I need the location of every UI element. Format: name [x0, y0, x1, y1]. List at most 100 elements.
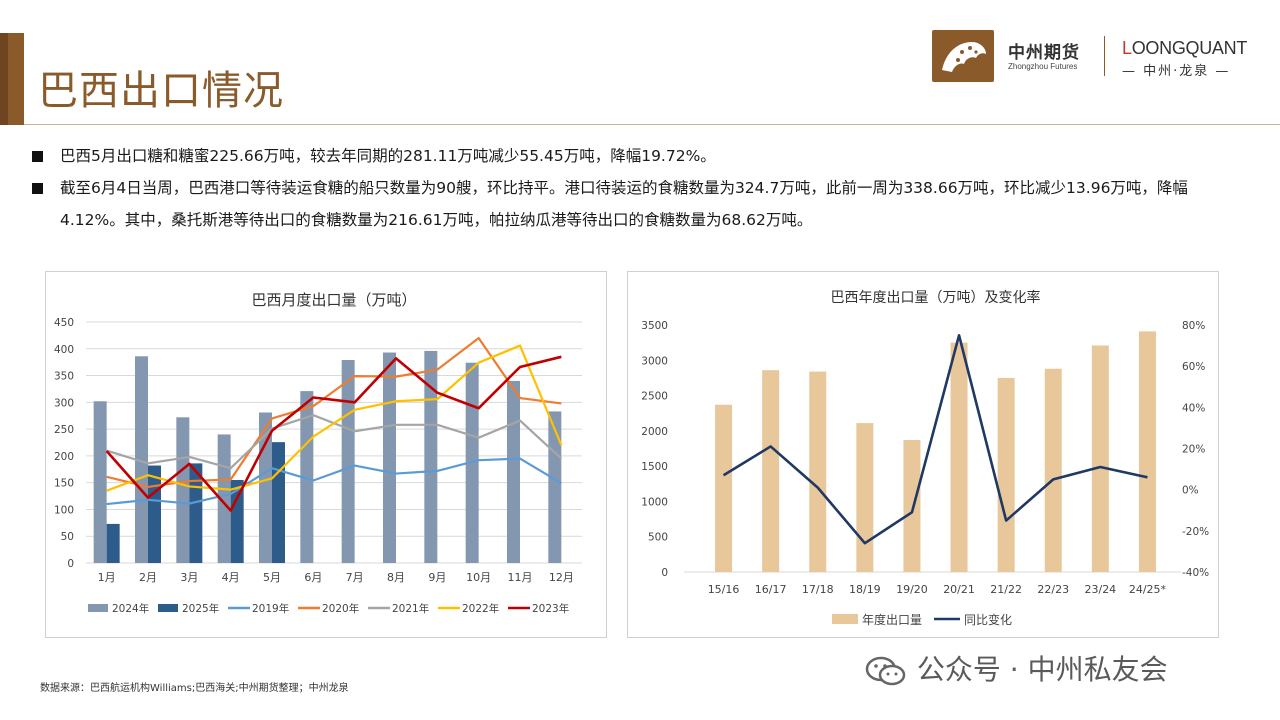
- line-2020年: [106, 336, 562, 489]
- line-2023年: [105, 355, 562, 512]
- y-tick-label: 100: [54, 504, 74, 516]
- watermark: 公众号 · 中州私友会: [864, 648, 1168, 688]
- y2-tick-label: -20%: [1182, 526, 1209, 538]
- bar-2024年: [300, 391, 314, 563]
- legend-swatch: [832, 614, 858, 624]
- monthly-export-chart: 巴西月度出口量（万吨） 0 50 100 150 200 250 300 350 400 450 1月…: [45, 271, 607, 638]
- annual-export-chart-svg: 巴西年度出口量（万吨）及变化率 0 500 1000 1500 2000 2500 3000 3…: [641, 289, 1209, 627]
- y2-tick-label: 40%: [1182, 402, 1205, 414]
- logo-chinese-name: 中州期货: [1008, 43, 1080, 63]
- x-tick-label: 17/18: [802, 583, 834, 596]
- y2-tick-label: 20%: [1182, 444, 1205, 456]
- y-tick-label: 200: [54, 451, 74, 463]
- y-tick-label: 1000: [641, 496, 668, 508]
- bar-2024年: [548, 411, 562, 563]
- legend-label: 年度出口量: [862, 612, 922, 627]
- loongquant-logo-initial: L: [1122, 38, 1132, 58]
- y-tick-label: 50: [61, 531, 74, 543]
- x-tick-label: 16/17: [755, 583, 787, 596]
- legend-label: 2019年: [252, 602, 289, 615]
- x-tick-label: 11月: [508, 571, 533, 584]
- loongquant-logo-rest: OONGQUANT: [1131, 38, 1248, 58]
- bar-年度出口量: [997, 377, 1015, 572]
- bar-2024年: [341, 360, 355, 563]
- y-tick-label: 150: [54, 478, 74, 490]
- bar-2025年: [106, 523, 120, 563]
- y2-tick-label: 0%: [1182, 485, 1199, 497]
- legend-swatch: [88, 604, 108, 612]
- logo-english-name: Zhongzhou Futures: [1008, 62, 1078, 71]
- x-tick-label: 6月: [304, 571, 322, 584]
- title-divider: [24, 124, 1280, 125]
- y2-tick-label: -40%: [1182, 567, 1209, 579]
- x-tick-label: 12月: [549, 571, 574, 584]
- loongquant-chinese: — 中州·龙泉 —: [1122, 64, 1231, 79]
- bar-年度出口量: [715, 404, 733, 572]
- legend-label: 2021年: [392, 602, 429, 615]
- y-tick-label: 250: [54, 424, 74, 436]
- chart-title: 巴西年度出口量（万吨）及变化率: [831, 289, 1041, 306]
- bar-2025年: [189, 463, 203, 563]
- bar-年度出口量: [809, 371, 827, 572]
- y2-tick-label: 60%: [1182, 361, 1205, 373]
- x-tick-label: 5月: [263, 571, 281, 584]
- x-tick-label: 18/19: [849, 583, 881, 596]
- bar-2024年: [93, 401, 107, 563]
- leopard-logo-icon: [932, 30, 994, 82]
- x-tick-label: 19/20: [896, 583, 928, 596]
- bar-年度出口量: [762, 370, 780, 572]
- y-tick-label: 300: [54, 397, 74, 409]
- x-tick-label: 4月: [222, 571, 240, 584]
- page-title: 巴西出口情况: [38, 68, 284, 114]
- logo-divider: [1104, 36, 1105, 76]
- bar-年度出口量: [856, 423, 874, 572]
- x-tick-label: 9月: [428, 571, 446, 584]
- loongquant-logo: LOONGQUANT: [1122, 38, 1247, 59]
- chart-title: 巴西月度出口量（万吨）: [251, 291, 416, 309]
- legend-label: 2020年: [322, 602, 359, 615]
- bullet-list: 巴西5月出口糖和糖蜜225.66万吨，较去年同期的281.11万吨减少55.45…: [32, 140, 1252, 236]
- line-2022年: [106, 344, 563, 492]
- bar-年度出口量: [1138, 331, 1156, 572]
- legend-label: 2024年: [112, 602, 149, 615]
- y-tick-label: 1500: [641, 461, 668, 473]
- annual-export-chart: 巴西年度出口量（万吨）及变化率 0 500 1000 1500 2000 2500 3000 3…: [627, 271, 1219, 638]
- bullet-item: 截至6月4日当周，巴西港口等待装运食糖的船只数量为90艘，环比持平。港口待装运的…: [32, 172, 1252, 236]
- bar-2025年: [148, 465, 161, 563]
- y-tick-label: 2000: [641, 426, 668, 438]
- y-tick-label: 500: [648, 532, 668, 544]
- bar-2024年: [424, 350, 438, 563]
- x-tick-label: 3月: [180, 571, 198, 584]
- y-tick-label: 0: [661, 567, 668, 579]
- legend-label: 2022年: [462, 602, 499, 615]
- bar-年度出口量: [950, 342, 968, 572]
- bar-2024年: [507, 380, 520, 563]
- y-tick-label: 3500: [641, 320, 668, 332]
- y-tick-label: 400: [54, 344, 74, 356]
- x-tick-label: 1月: [98, 571, 116, 584]
- y-tick-label: 450: [54, 317, 74, 329]
- bullet-square-icon: [32, 183, 43, 194]
- y2-tick-label: 80%: [1182, 320, 1205, 332]
- bar-年度出口量: [1091, 345, 1109, 572]
- x-tick-label: 7月: [346, 571, 364, 584]
- bullet-item: 巴西5月出口糖和糖蜜225.66万吨，较去年同期的281.11万吨减少55.45…: [32, 140, 1252, 172]
- y-tick-label: 3000: [641, 355, 668, 367]
- x-tick-label: 22/23: [1037, 583, 1069, 596]
- bar-2025年: [272, 442, 285, 563]
- legend-swatch: [158, 604, 178, 612]
- x-tick-label: 23/24: [1084, 583, 1116, 596]
- bar-2024年: [135, 356, 148, 563]
- legend-label: 同比变化: [964, 612, 1012, 627]
- x-tick-label: 15/16: [708, 583, 740, 596]
- data-source-note: 数据来源：巴西航运机构Williams;巴西海关;中州期货整理；中州龙泉: [40, 683, 349, 694]
- watermark-text: 公众号 · 中州私友会: [916, 653, 1168, 686]
- x-tick-label: 20/21: [943, 583, 975, 596]
- bar-2024年: [176, 417, 190, 563]
- y-tick-label: 350: [54, 371, 74, 383]
- y-tick-label: 0: [67, 558, 74, 570]
- legend-label: 2023年: [532, 602, 569, 615]
- x-tick-label: 21/22: [990, 583, 1022, 596]
- x-tick-label: 2月: [139, 571, 157, 584]
- bar-年度出口量: [1044, 368, 1062, 572]
